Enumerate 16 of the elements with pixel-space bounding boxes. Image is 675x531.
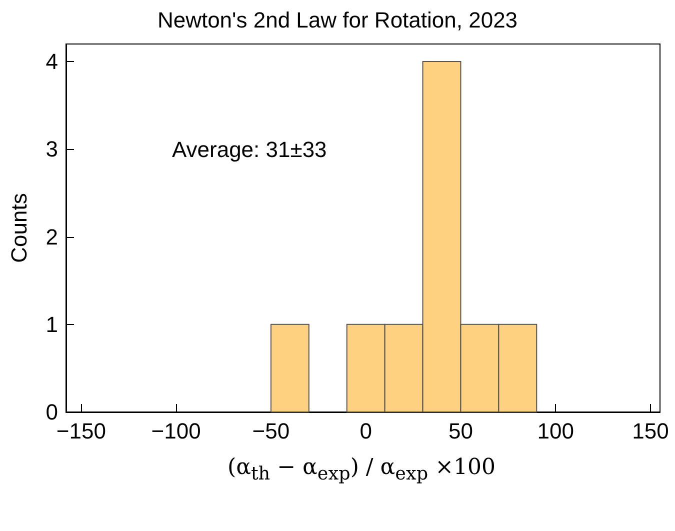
y-tick-label: 0 [46, 400, 58, 424]
x-tick-label: −50 [252, 418, 290, 444]
x-axis-title: (α$_{th}$ − α$_{exp}$) / α$_{exp}$ ×100 [226, 455, 496, 484]
y-tick-label: 2 [46, 224, 58, 250]
x-tick-label: 0 [360, 418, 372, 444]
y-tick-label: 4 [46, 49, 58, 74]
y-tick-label: 1 [46, 312, 58, 337]
x-tick-label: −100 [151, 418, 201, 444]
annotation: Average: 31±33 [172, 137, 327, 163]
y-axis-title: Counts [6, 193, 32, 263]
chart-title: Newton's 2nd Law for Rotation, 2023 [157, 8, 518, 32]
x-tick-label: −150 [56, 418, 106, 444]
x-tick-label: 150 [632, 418, 669, 444]
y-tick-label: 3 [46, 136, 58, 162]
x-tick-label: 100 [537, 418, 574, 444]
x-tick-label: 50 [448, 418, 473, 444]
